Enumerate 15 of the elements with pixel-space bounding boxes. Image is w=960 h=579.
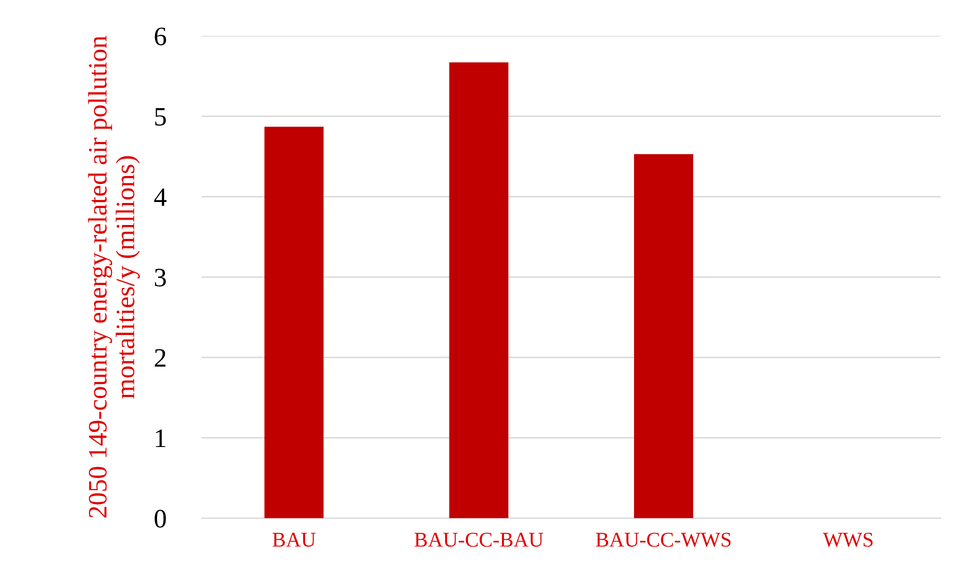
y-axis-title: 2050 149-country energy-related air pollution mortalities/y (millions) (88, 36, 140, 518)
y-tick-label: 2 (154, 349, 166, 367)
bar (264, 126, 324, 518)
x-tick-label: BAU (272, 532, 316, 547)
y-tick-label: 3 (154, 268, 166, 286)
y-tick-label: 4 (154, 188, 166, 206)
y-tick-label: 0 (154, 510, 166, 528)
x-tick-label: BAU-CC-WWS (596, 532, 731, 547)
x-tick-label: WWS (822, 532, 873, 547)
y-tick-label: 1 (156, 430, 166, 447)
x-tick-label: BAU-CC-BAU (414, 532, 544, 547)
bar (449, 62, 508, 518)
y-tick-label: 5 (155, 108, 166, 126)
bar (634, 154, 694, 518)
y-tick-label: 6 (154, 28, 166, 46)
